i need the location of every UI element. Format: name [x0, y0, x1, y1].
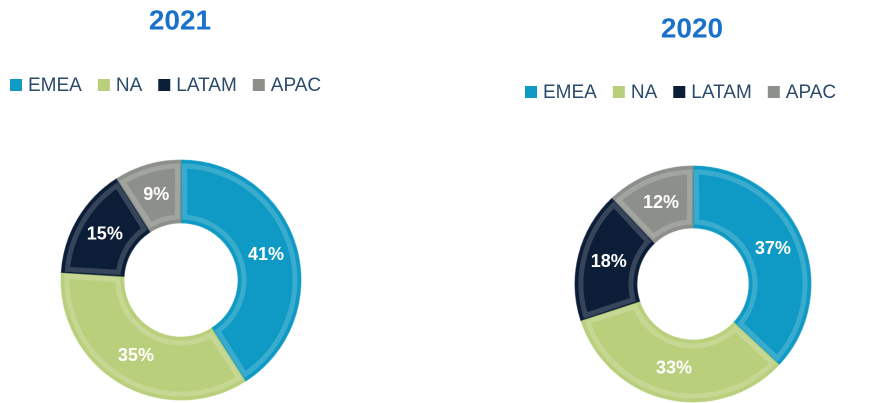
slice-border	[181, 163, 298, 378]
chart-title: 2021	[149, 4, 211, 35]
slice-border	[119, 163, 181, 229]
legend-swatch	[10, 79, 22, 91]
data-label: 37%	[755, 238, 791, 258]
donut-slice	[60, 271, 246, 401]
data-label: 12%	[643, 192, 679, 212]
data-label: 35%	[118, 345, 154, 365]
donut-slice	[580, 300, 780, 403]
legend-swatch	[673, 86, 686, 98]
legend-swatch	[252, 79, 265, 91]
data-label: 18%	[591, 251, 627, 271]
donut-slice	[611, 165, 694, 244]
legend-swatch	[612, 86, 625, 98]
donut-slice	[116, 159, 182, 233]
legend-swatch	[525, 86, 537, 98]
data-label: 15%	[87, 224, 123, 244]
slice-border	[64, 273, 243, 397]
legend-label: APAC	[786, 82, 836, 103]
legend-label: LATAM	[176, 75, 237, 96]
legend-label: LATAM	[691, 82, 752, 103]
slice-border	[693, 169, 808, 362]
slice-border	[64, 182, 148, 275]
donut-slice	[180, 159, 302, 383]
data-label: 33%	[656, 358, 692, 378]
legend-label: NA	[631, 82, 658, 103]
chart-title: 2020	[661, 12, 723, 43]
data-label: 41%	[248, 244, 284, 264]
legend-swatch	[767, 86, 780, 98]
donut-slice	[692, 165, 812, 366]
legend-label: APAC	[271, 75, 321, 96]
legend-label: EMEA	[28, 75, 82, 96]
legend-swatch	[158, 79, 171, 91]
slice-border	[584, 303, 776, 399]
slice-border	[578, 201, 652, 319]
slice-border	[615, 169, 693, 240]
legend-swatch	[97, 79, 110, 91]
legend-label: EMEA	[543, 82, 597, 103]
legend-label: NA	[116, 75, 143, 96]
data-label: 9%	[143, 184, 169, 204]
